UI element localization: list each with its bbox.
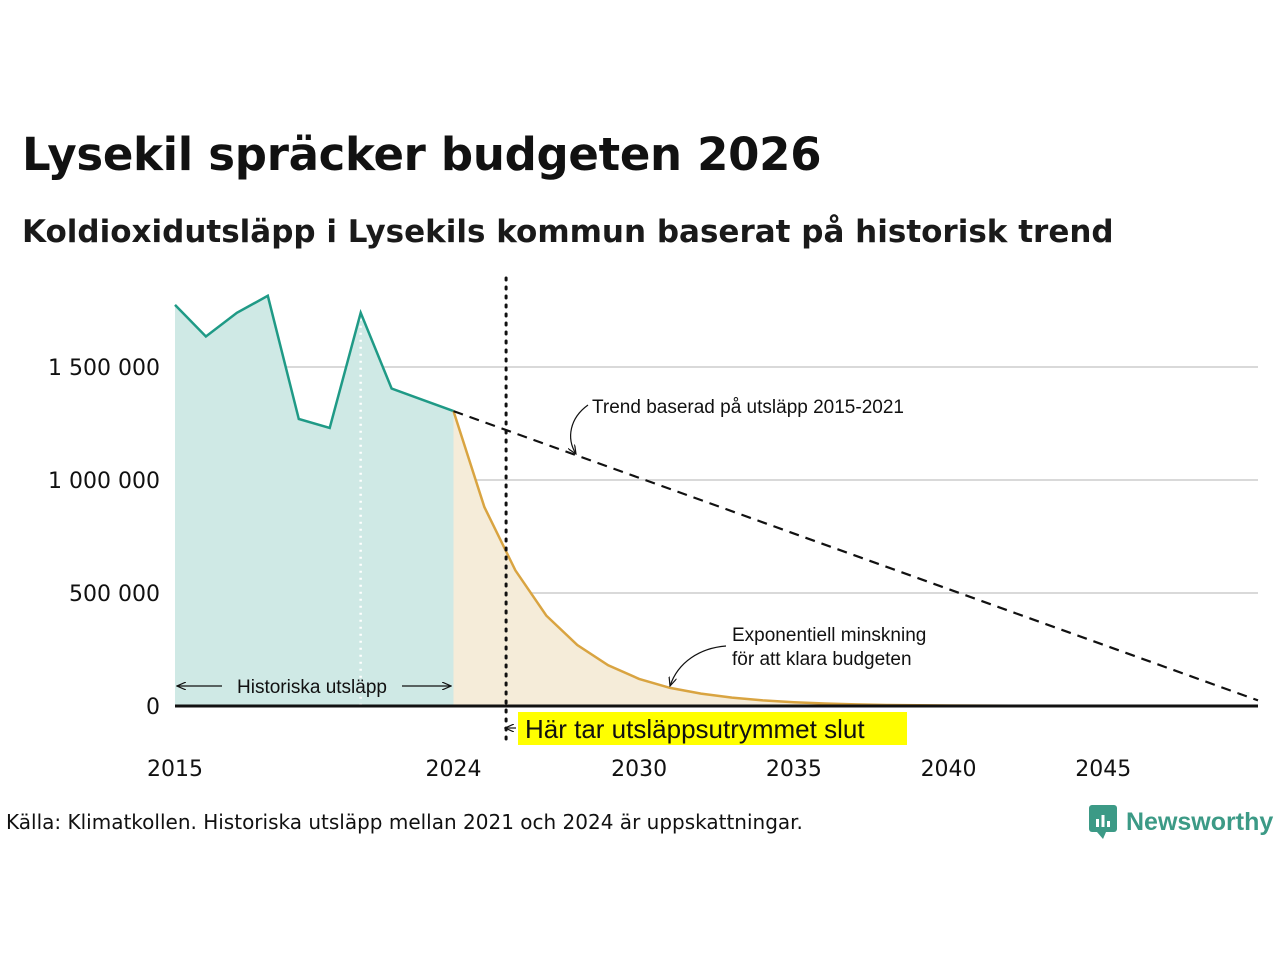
newsworthy-logo-text: Newsworthy [1126, 807, 1274, 836]
axes: 0 500 000 1 000 000 1 500 000 2015 2024 2030 20… [48, 276, 1258, 782]
trend-annotation-arrow [571, 404, 589, 454]
newsworthy-logo: Newsworthy [1088, 804, 1273, 840]
trend-annotation: Trend baserad på utsläpp 2015-2021 [592, 397, 904, 418]
exponential-annotation-line1: Exponentiell minskning [732, 625, 926, 646]
highlight-box [518, 712, 907, 745]
x-tick-label: 2040 [921, 757, 977, 782]
chart-subtitle: Koldioxidutsläpp i Lysekils kommun baser… [22, 214, 1114, 250]
x-tick-label: 2030 [611, 757, 667, 782]
source-note: Källa: Klimatkollen. Historiska utsläpp … [6, 810, 803, 834]
y-tick-label: 500 000 [69, 582, 160, 607]
exponential-annotation-line2: för att klara budgeten [732, 649, 912, 670]
newsworthy-logo-icon [1089, 805, 1117, 839]
projection-area [453, 411, 1258, 706]
x-tick-label: 2015 [147, 757, 203, 782]
y-tick-label: 1 500 000 [48, 356, 160, 381]
y-tick-label: 0 [146, 695, 160, 720]
x-tick-label: 2035 [766, 757, 822, 782]
historical-range-label: Historiska utsläpp [237, 677, 387, 698]
series-line-historical [174, 293, 454, 430]
y-tick-label: 1 000 000 [48, 469, 160, 494]
exponential-annotation-arrow [670, 645, 727, 686]
historical-area [175, 295, 454, 706]
budget-end-label: Här tar utsläppsutrymmet slut [525, 714, 865, 744]
x-tick-label: 2045 [1075, 757, 1131, 782]
x-tick-label: 2024 [425, 757, 481, 782]
chart-title: Lysekil spräcker budgeten 2026 [22, 128, 822, 181]
annotations: Här tar utsläppsutrymmet slut Trend baser… [177, 397, 926, 745]
area-fills [175, 295, 1258, 706]
series-line-trend [453, 410, 1259, 702]
